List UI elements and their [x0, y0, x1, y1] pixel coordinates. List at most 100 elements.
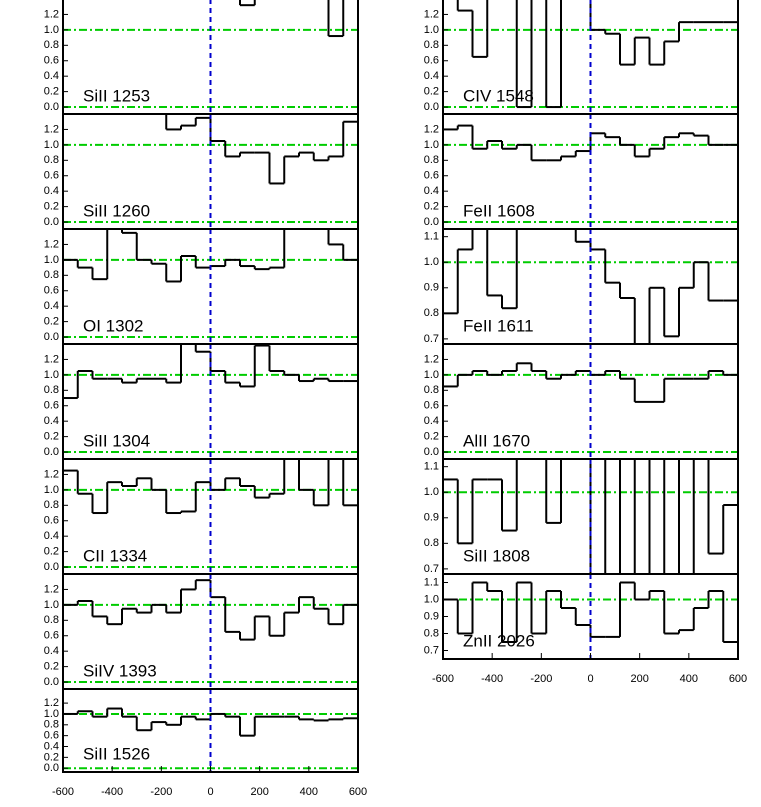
x-tick-label: 0: [207, 786, 213, 798]
y-tick-label: 0.8: [44, 269, 59, 281]
y-tick-label: 0.4: [424, 70, 439, 82]
y-tick-label: 0.8: [44, 39, 59, 51]
line-label: OI 1302: [83, 316, 144, 335]
y-tick-label: 0.2: [44, 431, 59, 443]
y-tick-label: 0.7: [424, 333, 439, 345]
y-tick-label: 1.2: [44, 238, 59, 250]
y-tick-label: 0.8: [424, 537, 439, 549]
y-tick-label: 1.0: [44, 24, 59, 36]
x-tick-label: -200: [530, 673, 552, 685]
y-tick-label: 1.0: [424, 486, 439, 498]
line-label: AlII 1670: [463, 431, 530, 450]
line-label: SiII 1808: [463, 546, 530, 565]
y-tick-label: 0.4: [44, 740, 59, 752]
y-tick-label: 1.2: [424, 8, 439, 20]
y-tick-label: 0.2: [424, 201, 439, 213]
x-tick-label: -400: [481, 673, 503, 685]
y-tick-label: 0.6: [44, 630, 59, 642]
line-label: SiII 1526: [83, 744, 150, 763]
y-tick-label: 0.8: [44, 154, 59, 166]
y-tick-label: 0.8: [424, 307, 439, 319]
y-tick-label: 1.0: [424, 593, 439, 605]
y-tick-label: 1.0: [44, 708, 59, 720]
y-tick-label: 0.7: [424, 644, 439, 656]
y-tick-label: 1.2: [44, 468, 59, 480]
y-tick-label: 0.6: [424, 170, 439, 182]
y-tick-label: 0.6: [44, 730, 59, 742]
y-tick-label: 0.2: [44, 86, 59, 98]
y-tick-label: 0.4: [44, 185, 59, 197]
y-tick-label: 1.2: [44, 123, 59, 135]
y-tick-label: 0.6: [44, 55, 59, 67]
x-tick-label: -600: [432, 673, 454, 685]
y-tick-label: 0.4: [44, 415, 59, 427]
y-tick-label: 0.8: [424, 384, 439, 396]
y-tick-label: 0.8: [44, 384, 59, 396]
x-tick-label: 400: [300, 786, 318, 798]
y-tick-label: 0.6: [44, 515, 59, 527]
y-tick-label: 0.4: [44, 645, 59, 657]
y-tick-label: 0.8: [424, 154, 439, 166]
x-tick-label: -600: [52, 786, 74, 798]
y-tick-label: 0.4: [44, 300, 59, 312]
y-tick-label: 0.6: [424, 55, 439, 67]
y-tick-label: 1.2: [424, 123, 439, 135]
y-tick-label: 0.0: [44, 446, 59, 458]
y-tick-label: 0.7: [424, 563, 439, 575]
y-tick-label: 0.0: [424, 101, 439, 113]
line-label: ZnII 2026: [463, 631, 535, 650]
x-tick-label: 600: [729, 673, 747, 685]
y-tick-label: 0.9: [424, 512, 439, 524]
y-tick-label: 1.0: [44, 369, 59, 381]
line-label: SiII 1304: [83, 431, 150, 450]
y-tick-label: 1.0: [424, 24, 439, 36]
y-tick-label: 1.1: [424, 576, 439, 588]
line-label: FeII 1611: [463, 316, 534, 335]
panel: [443, 459, 738, 574]
y-tick-label: 0.6: [424, 400, 439, 412]
y-tick-label: 0.2: [424, 86, 439, 98]
x-tick-label: 0: [587, 673, 593, 685]
x-tick-label: 600: [349, 786, 367, 798]
y-tick-label: 1.0: [44, 139, 59, 151]
line-label: CII 1334: [83, 546, 147, 565]
y-tick-label: 0.8: [44, 719, 59, 731]
line-label: SiII 1253: [83, 86, 150, 105]
y-tick-label: 0.8: [44, 614, 59, 626]
y-tick-label: 0.0: [44, 762, 59, 774]
y-tick-label: 1.1: [424, 461, 439, 473]
y-tick-label: 0.2: [44, 661, 59, 673]
y-tick-label: 0.2: [44, 316, 59, 328]
y-tick-label: 1.2: [424, 353, 439, 365]
x-tick-label: -200: [150, 786, 172, 798]
y-tick-label: 0.8: [44, 499, 59, 511]
y-tick-label: 0.0: [424, 446, 439, 458]
y-tick-label: 0.4: [424, 185, 439, 197]
y-tick-label: 0.4: [424, 415, 439, 427]
panel: [443, 229, 738, 344]
panel: [443, 0, 738, 109]
y-tick-label: 0.0: [44, 216, 59, 228]
line-label: CIV 1548: [463, 86, 534, 105]
y-tick-label: 0.0: [44, 676, 59, 688]
y-tick-label: 0.6: [44, 170, 59, 182]
y-tick-label: 0.6: [44, 285, 59, 297]
y-tick-label: 0.9: [424, 282, 439, 294]
y-tick-label: 0.0: [44, 331, 59, 343]
x-tick-label: -400: [101, 786, 123, 798]
line-label: SiIV 1393: [83, 661, 157, 680]
y-tick-label: 1.0: [44, 254, 59, 266]
y-tick-label: 0.8: [424, 627, 439, 639]
x-tick-label: 200: [630, 673, 648, 685]
y-tick-label: 0.6: [44, 400, 59, 412]
y-tick-label: 0.9: [424, 610, 439, 622]
x-tick-label: 400: [680, 673, 698, 685]
y-tick-label: 0.0: [424, 216, 439, 228]
y-tick-label: 0.2: [44, 546, 59, 558]
y-tick-label: 1.0: [44, 484, 59, 496]
panel: [443, 581, 738, 643]
y-tick-label: 0.2: [44, 751, 59, 763]
y-tick-label: 1.2: [44, 583, 59, 595]
line-label: FeII 1608: [463, 201, 535, 220]
